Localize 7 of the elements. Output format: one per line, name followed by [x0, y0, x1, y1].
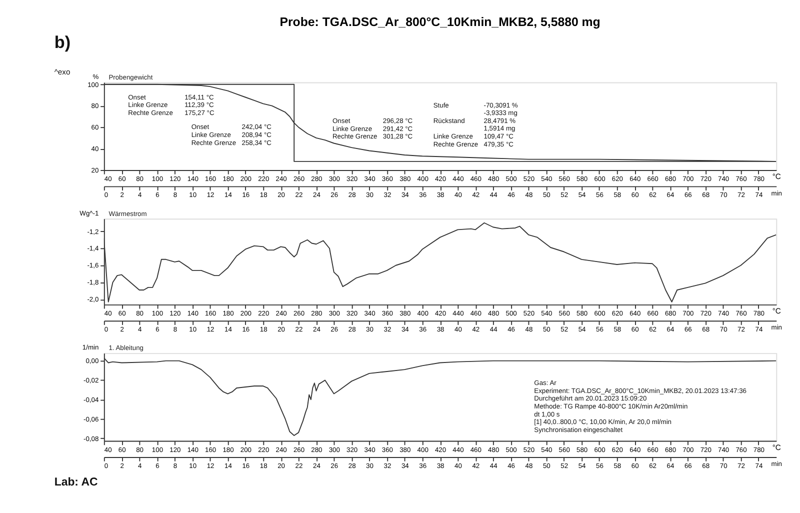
x-axis-title: °C	[772, 306, 782, 316]
text: ^exo	[54, 68, 70, 77]
x-axis-title: °C	[772, 442, 782, 452]
text: Lab: AC	[54, 476, 98, 489]
x-axis-title: °C	[772, 172, 782, 182]
chart-title: Probe: TGA.DSC_Ar_800°C_10Kmin_MKB2, 5,5880 mg	[280, 15, 600, 30]
text: b)	[54, 32, 71, 52]
